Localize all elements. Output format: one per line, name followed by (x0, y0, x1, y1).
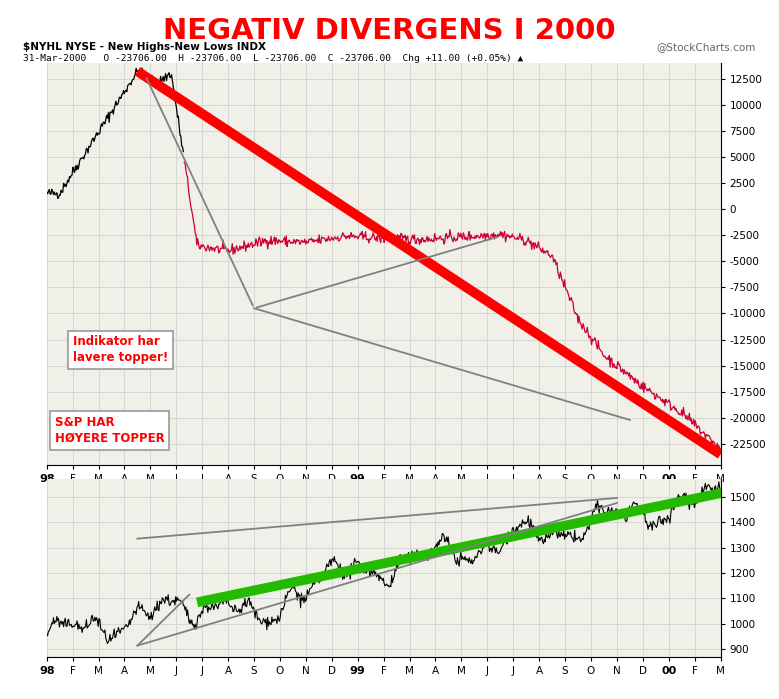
Text: $NYHL NYSE - New Highs-New Lows INDX: $NYHL NYSE - New Highs-New Lows INDX (23, 42, 266, 52)
Text: Indikator har
lavere topper!: Indikator har lavere topper! (72, 336, 168, 364)
Text: S&P HAR
HØYERE TOPPER: S&P HAR HØYERE TOPPER (55, 416, 164, 445)
Text: 31-Mar-2000   O -23706.00  H -23706.00  L -23706.00  C -23706.00  Chg +11.00 (+0: 31-Mar-2000 O -23706.00 H -23706.00 L -2… (23, 54, 523, 63)
Text: @StockCharts.com: @StockCharts.com (656, 42, 756, 52)
Text: NEGATIV DIVERGENS I 2000: NEGATIV DIVERGENS I 2000 (163, 17, 616, 45)
